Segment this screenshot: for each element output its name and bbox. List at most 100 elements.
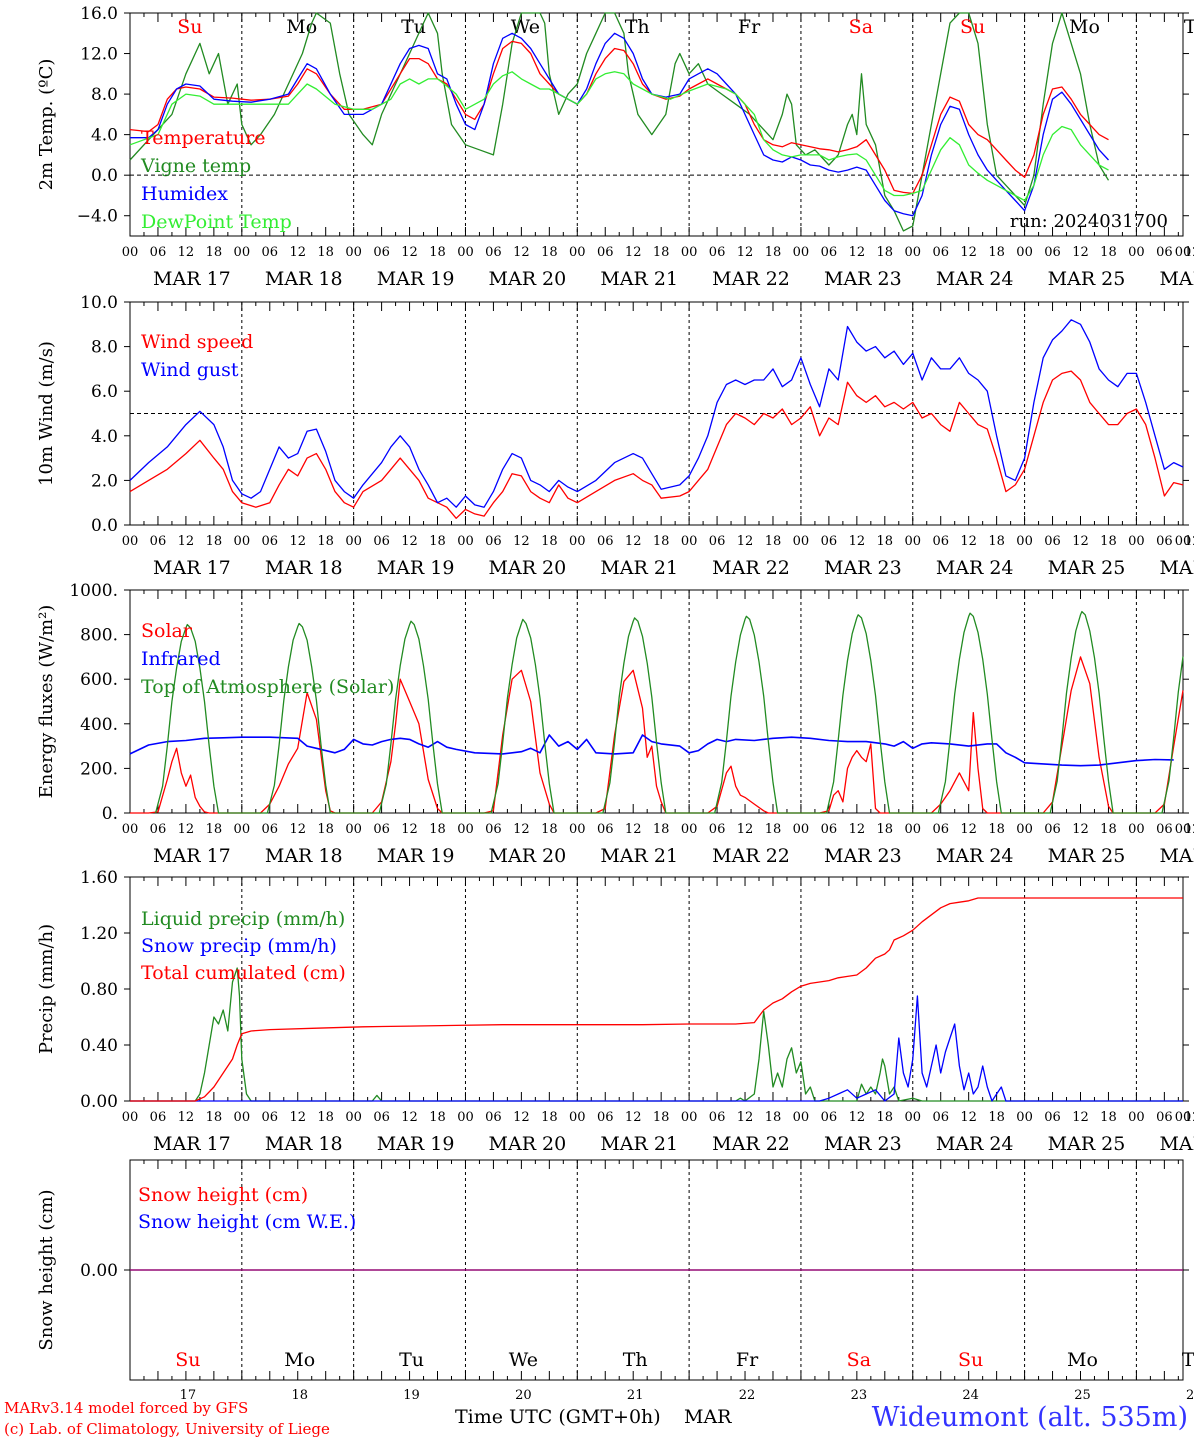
weekday-label: Mo xyxy=(1067,1349,1098,1371)
hour-tick-label: 18 xyxy=(541,534,558,549)
weekday-label: We xyxy=(511,16,540,38)
hour-tick-label: 06 xyxy=(821,1110,838,1125)
hour-tick-label: 00 xyxy=(1128,1110,1145,1125)
y-axis-label: 10m Wind (m/s) xyxy=(36,341,57,486)
date-label: MAR 22 xyxy=(712,845,790,867)
series-line-snow-precip-mm-h xyxy=(130,995,1183,1102)
hour-tick-label: 00 xyxy=(1016,1110,1033,1125)
hour-tick-label: 12 xyxy=(625,534,642,549)
y-tick-label: 0.40 xyxy=(80,1036,118,1056)
plot-frame xyxy=(129,589,1184,814)
weekday-label: Sa xyxy=(849,16,873,38)
weekday-label: Su xyxy=(177,16,202,38)
hour-tick-label: 12 xyxy=(289,534,306,549)
chart-snow: 0.00 Snow height (cm) Su 17 Mo 18 Tu 19 We 20 Th 21… xyxy=(36,1159,1194,1403)
hour-tick-label: 06 xyxy=(150,822,167,837)
hour-tick-label: 18 xyxy=(653,245,670,260)
day-number-label: 24 xyxy=(962,1388,979,1403)
hour-tick-label: 12 xyxy=(849,534,866,549)
date-label: MAR 18 xyxy=(265,557,343,579)
hour-tick-label: 12 xyxy=(737,822,754,837)
hour-tick-label: 12 xyxy=(178,822,195,837)
legend-entry: Wind gust xyxy=(141,359,239,381)
hour-tick-label: 00 xyxy=(345,245,362,260)
legend-entry: Snow precip (mm/h) xyxy=(141,935,337,957)
hour-tick-label: 00 xyxy=(1016,534,1033,549)
date-label: MAR 22 xyxy=(712,268,790,290)
hour-tick-label: 00 xyxy=(234,245,251,260)
hour-tick-label: 12 xyxy=(513,245,530,260)
date-label: MAR 23 xyxy=(824,268,902,290)
date-label: MAR 26 xyxy=(1159,1133,1194,1155)
hour-tick-label: 00 xyxy=(457,534,474,549)
weekday-label: Mo xyxy=(284,1349,315,1371)
y-tick-label: 12.0 xyxy=(80,45,118,65)
run-label: run: 2024031700 xyxy=(1010,211,1168,232)
hour-tick-label: 12 xyxy=(289,1110,306,1125)
hour-tick-label: 00 xyxy=(234,534,251,549)
hour-tick-label: 06 xyxy=(262,1110,279,1125)
y-tick-label: 16.0 xyxy=(80,4,118,24)
hour-tick-label: 12 xyxy=(1184,534,1194,549)
date-label: MAR 22 xyxy=(712,1133,790,1155)
hour-tick-label: 18 xyxy=(429,245,446,260)
hour-tick-label: 00 xyxy=(1175,534,1192,549)
date-label: MAR 19 xyxy=(377,1133,455,1155)
hour-tick-label: 00 xyxy=(904,534,921,549)
hour-tick-label: 12 xyxy=(401,245,418,260)
hour-tick-label: 12 xyxy=(178,1110,195,1125)
hour-tick-label: 06 xyxy=(932,245,949,260)
hour-tick-label: 18 xyxy=(541,245,558,260)
y-tick-label: 10.0 xyxy=(80,293,118,313)
footer: MARv3.14 model forced by GFS (c) Lab. of… xyxy=(4,1399,1188,1438)
hour-tick-label: 00 xyxy=(234,1110,251,1125)
y-tick-label: 1.60 xyxy=(80,868,118,888)
chart-radiation: 0. 200. 400. 600. 800. 1000. Energy fluxes (W/… xyxy=(36,581,1194,867)
hour-tick-label: 00 xyxy=(904,245,921,260)
charts-layer: −4.00.04.08.012.016.02m Temp. (ºC)00 06 12… xyxy=(36,4,1194,1403)
hour-tick-label: 18 xyxy=(653,1110,670,1125)
hour-tick-label: 06 xyxy=(150,245,167,260)
hour-tick-label: 12 xyxy=(960,534,977,549)
hour-tick-label: 06 xyxy=(932,1110,949,1125)
y-tick-label: 800. xyxy=(80,626,118,646)
hour-tick-label: 18 xyxy=(653,534,670,549)
hour-tick-label: 18 xyxy=(206,245,223,260)
hour-tick-label: 00 xyxy=(793,822,810,837)
legend-entry: Humidex xyxy=(141,183,228,205)
date-label: MAR 20 xyxy=(489,557,567,579)
station-label: Wideumont (alt. 535m) xyxy=(872,1402,1188,1433)
date-label: MAR 18 xyxy=(265,845,343,867)
hour-tick-label: 12 xyxy=(737,1110,754,1125)
hour-tick-label: 12 xyxy=(513,822,530,837)
hour-tick-label: 00 xyxy=(904,1110,921,1125)
legend-entry: Snow height (cm W.E.) xyxy=(138,1211,356,1233)
date-label: MAR 26 xyxy=(1159,268,1194,290)
hour-tick-label: 06 xyxy=(597,822,614,837)
legend-entry: Solar xyxy=(141,620,193,642)
day-number-label: 17 xyxy=(180,1388,197,1403)
hour-tick-label: 00 xyxy=(904,822,921,837)
hour-tick-label: 00 xyxy=(681,245,698,260)
hour-tick-label: 06 xyxy=(373,822,390,837)
legend-entry: Vigne temp xyxy=(140,155,251,177)
credit-line-1: MARv3.14 model forced by GFS xyxy=(4,1399,248,1417)
y-axis-label: Precip (mm/h) xyxy=(36,924,57,1054)
hour-tick-label: 12 xyxy=(289,822,306,837)
hour-tick-label: 00 xyxy=(569,245,586,260)
hour-tick-label: 18 xyxy=(877,245,894,260)
hour-tick-label: 00 xyxy=(345,822,362,837)
hour-tick-label: 06 xyxy=(485,245,502,260)
weekday-label: Tu xyxy=(399,1349,424,1371)
date-label: MAR 17 xyxy=(153,557,231,579)
day-number-label: 22 xyxy=(739,1388,756,1403)
weekday-label: We xyxy=(509,1349,538,1371)
date-label: MAR 24 xyxy=(936,1133,1014,1155)
hour-tick-label: 18 xyxy=(1100,534,1117,549)
y-tick-label: 4.0 xyxy=(91,427,118,447)
y-tick-label: 8.0 xyxy=(91,338,118,358)
hour-tick-label: 00 xyxy=(457,245,474,260)
hour-tick-label: 12 xyxy=(1072,245,1089,260)
hour-tick-label: 00 xyxy=(457,1110,474,1125)
legend-entry: Infrared xyxy=(141,648,221,670)
